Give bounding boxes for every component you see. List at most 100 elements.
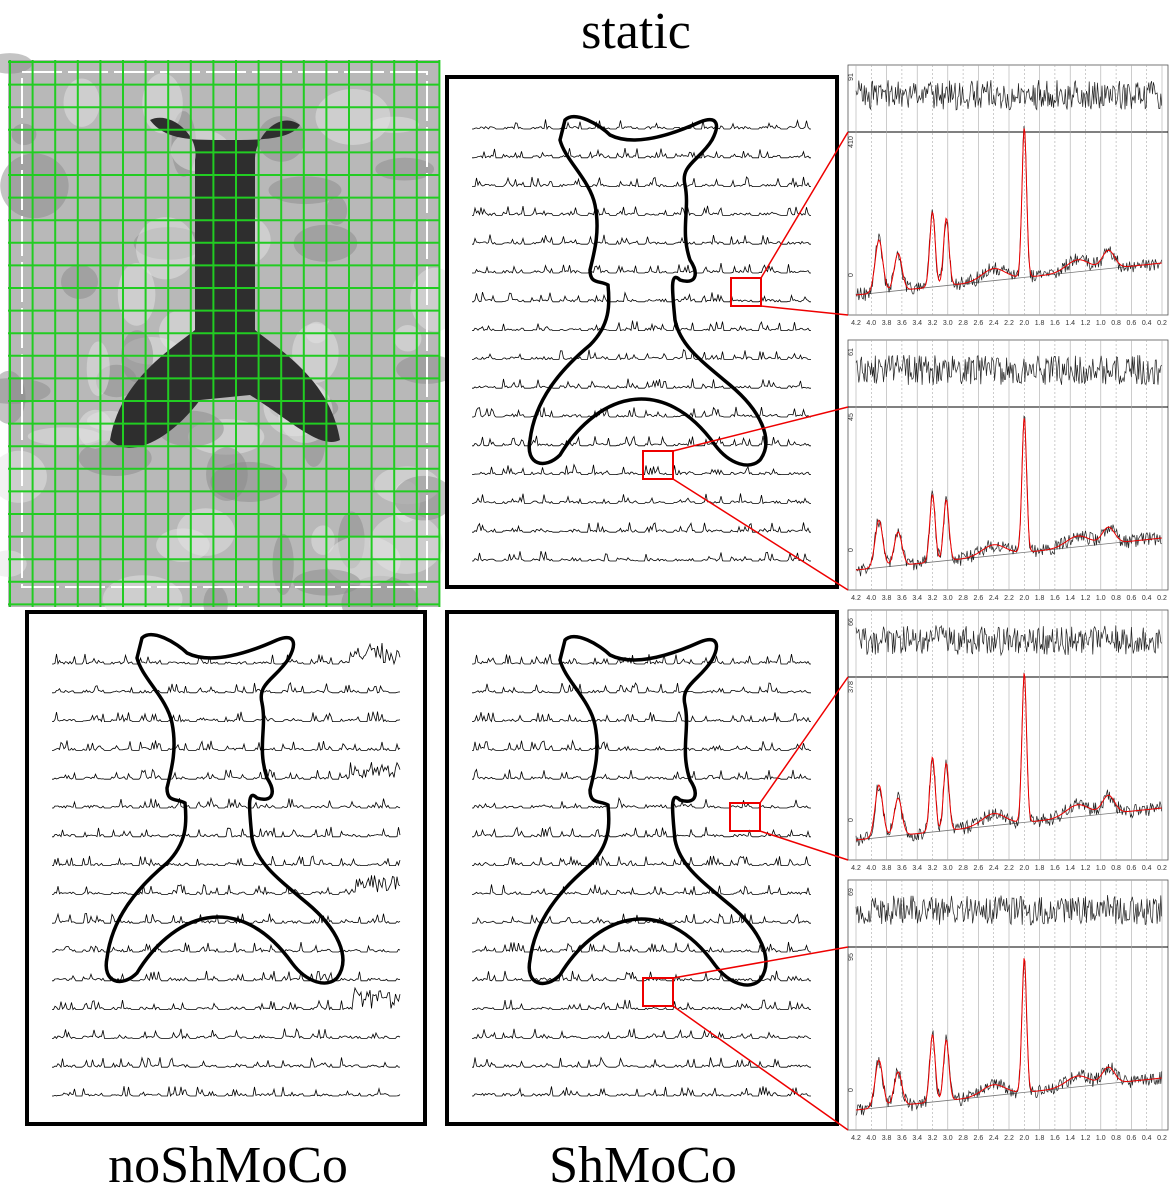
voxel-spectra-row — [472, 1028, 811, 1040]
voxel-spectra-row — [52, 761, 401, 780]
ppm-tick: 1.2 — [1081, 865, 1091, 872]
ppm-tick: 3.6 — [897, 595, 907, 602]
mri-texture — [78, 409, 113, 449]
voxel-spectra-row — [472, 653, 811, 666]
connector — [760, 305, 849, 316]
title: static — [581, 3, 691, 60]
ppm-tick: 1.0 — [1096, 865, 1106, 872]
ppm-tick: 4.2 — [851, 595, 861, 602]
connector — [759, 830, 849, 861]
baseline — [855, 1077, 1163, 1111]
spectral-map — [445, 75, 839, 589]
ppm-tick: 0.8 — [1111, 865, 1121, 872]
y-tick: 69 — [848, 888, 855, 896]
spectrum-data — [855, 960, 1163, 1116]
ppm-tick: 2.6 — [974, 320, 984, 327]
residual — [855, 355, 1162, 385]
ppm-tick: 2.8 — [958, 865, 968, 872]
voxel-spectra-row — [52, 1086, 401, 1098]
ppm-tick: 0.2 — [1157, 1135, 1167, 1142]
voxel-spectra-row — [472, 234, 811, 246]
y-tick: 95 — [848, 953, 855, 961]
y-tick: 378 — [848, 681, 855, 693]
panel-frame — [445, 75, 839, 589]
ppm-tick: 1.2 — [1081, 1135, 1091, 1142]
ppm-tick: 3.8 — [882, 320, 892, 327]
ppm-tick: 4.2 — [851, 1135, 861, 1142]
voxel-spectra-row — [52, 642, 401, 666]
voxel-spectra-row — [472, 320, 811, 332]
y-tick: 0 — [848, 548, 855, 552]
voxel-spectra-row — [472, 348, 811, 361]
ppm-tick: 1.4 — [1065, 320, 1075, 327]
ppm-tick: 2.8 — [958, 595, 968, 602]
voxel-spectra-row — [52, 711, 401, 723]
connector — [672, 946, 849, 979]
voxel-spectra-row — [52, 1028, 401, 1040]
ppm-tick: 1.6 — [1050, 595, 1060, 602]
y-tick: 91 — [848, 73, 855, 81]
voxel-spectra-row — [472, 855, 811, 867]
ventricle-outline — [104, 632, 345, 985]
mri-texture — [0, 53, 33, 74]
voxel-spectra-row — [472, 739, 811, 752]
ppm-tick: 0.4 — [1142, 1135, 1152, 1142]
voxel-spectra-row — [472, 176, 811, 189]
voxel-highlight — [729, 802, 761, 832]
panel-frame — [25, 610, 427, 1126]
ppm-tick: 1.4 — [1065, 865, 1075, 872]
ppm-tick: 4.0 — [866, 865, 876, 872]
voxel-spectra-row — [472, 463, 811, 476]
ppm-tick: 4.0 — [866, 1135, 876, 1142]
ppm-tick: 1.4 — [1065, 595, 1075, 602]
mri-texture — [78, 440, 152, 476]
ventricle-outline — [527, 114, 768, 467]
ppm-tick: 0.8 — [1111, 320, 1121, 327]
voxel-spectra-row — [472, 493, 811, 505]
ppm-tick: 3.2 — [928, 865, 938, 872]
voxel-spectra-row — [472, 941, 811, 953]
ppm-tick: 1.0 — [1096, 1135, 1106, 1142]
ppm-tick: 3.0 — [943, 865, 953, 872]
spectrum-fit — [855, 418, 1162, 571]
voxel-spectra-row — [472, 796, 811, 809]
voxel-spectra-row — [472, 768, 811, 781]
mri-texture — [142, 73, 183, 134]
y-tick: 410 — [848, 136, 855, 148]
spectrum-fit — [855, 673, 1162, 841]
mri-texture — [156, 528, 210, 562]
spectrum-frame — [847, 879, 1169, 1131]
mri-texture — [206, 447, 248, 501]
ppm-tick: 0.2 — [1157, 865, 1167, 872]
ppm-tick: 0.2 — [1157, 595, 1167, 602]
ppm-tick: 2.2 — [1004, 865, 1014, 872]
ppm-tick: 2.2 — [1004, 595, 1014, 602]
ppm-tick: 2.8 — [958, 1135, 968, 1142]
ppm-tick: 0.6 — [1127, 595, 1137, 602]
mri-image — [0, 53, 460, 631]
voxel-spectra-row — [52, 681, 401, 694]
voxel-spectra-row — [472, 205, 811, 217]
spectrum-panel: 4.2 4.0 3.8 3.6 3.4 3.2 3.0 2.8 2.6 2.4 2.2 2.0 1.8 1… — [730, 64, 1169, 327]
ppm-tick: 2.6 — [974, 595, 984, 602]
mri-texture — [61, 264, 99, 299]
ppm-tick: 2.0 — [1019, 595, 1029, 602]
voxel-spectra-row — [52, 826, 401, 838]
mri-texture — [272, 533, 294, 595]
ppm-tick: 4.2 — [851, 865, 861, 872]
ppm-tick: 1.2 — [1081, 320, 1091, 327]
mri-texture — [268, 176, 342, 205]
voxel-spectra-row — [472, 406, 811, 418]
ppm-tick: 2.6 — [974, 865, 984, 872]
ppm-tick: 3.2 — [928, 595, 938, 602]
mri-texture — [135, 217, 196, 280]
ppm-tick: 1.4 — [1065, 1135, 1075, 1142]
ppm-tick: 3.4 — [912, 595, 922, 602]
ppm-tick: 3.4 — [912, 865, 922, 872]
ppm-tick: 1.8 — [1035, 595, 1045, 602]
ppm-tick: 1.2 — [1081, 595, 1091, 602]
ppm-tick: 0.6 — [1127, 1135, 1137, 1142]
ppm-tick: 1.8 — [1035, 1135, 1045, 1142]
connector — [760, 131, 849, 279]
